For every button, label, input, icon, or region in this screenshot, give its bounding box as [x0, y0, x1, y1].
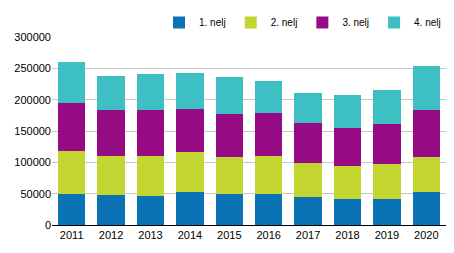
svg-text:150000: 150000 — [14, 125, 51, 137]
svg-text:2019: 2019 — [375, 229, 399, 241]
svg-text:4. nelj: 4. nelj — [414, 17, 441, 28]
svg-text:2011: 2011 — [60, 229, 84, 241]
svg-text:2012: 2012 — [99, 229, 123, 241]
svg-text:100000: 100000 — [14, 156, 51, 168]
svg-text:3. nelj: 3. nelj — [342, 17, 369, 28]
svg-text:1. nelj: 1. nelj — [199, 17, 226, 28]
svg-text:2017: 2017 — [296, 229, 320, 241]
svg-text:2013: 2013 — [138, 229, 162, 241]
svg-text:2020: 2020 — [414, 229, 438, 241]
svg-text:2014: 2014 — [178, 229, 202, 241]
svg-text:50000: 50000 — [20, 188, 51, 200]
svg-text:200000: 200000 — [14, 94, 51, 106]
svg-text:0: 0 — [45, 219, 51, 231]
svg-text:2018: 2018 — [335, 229, 359, 241]
svg-text:2016: 2016 — [256, 229, 280, 241]
svg-text:2015: 2015 — [217, 229, 241, 241]
svg-text:250000: 250000 — [14, 62, 51, 74]
svg-text:2. nelj: 2. nelj — [271, 17, 298, 28]
svg-text:300000: 300000 — [14, 31, 51, 43]
